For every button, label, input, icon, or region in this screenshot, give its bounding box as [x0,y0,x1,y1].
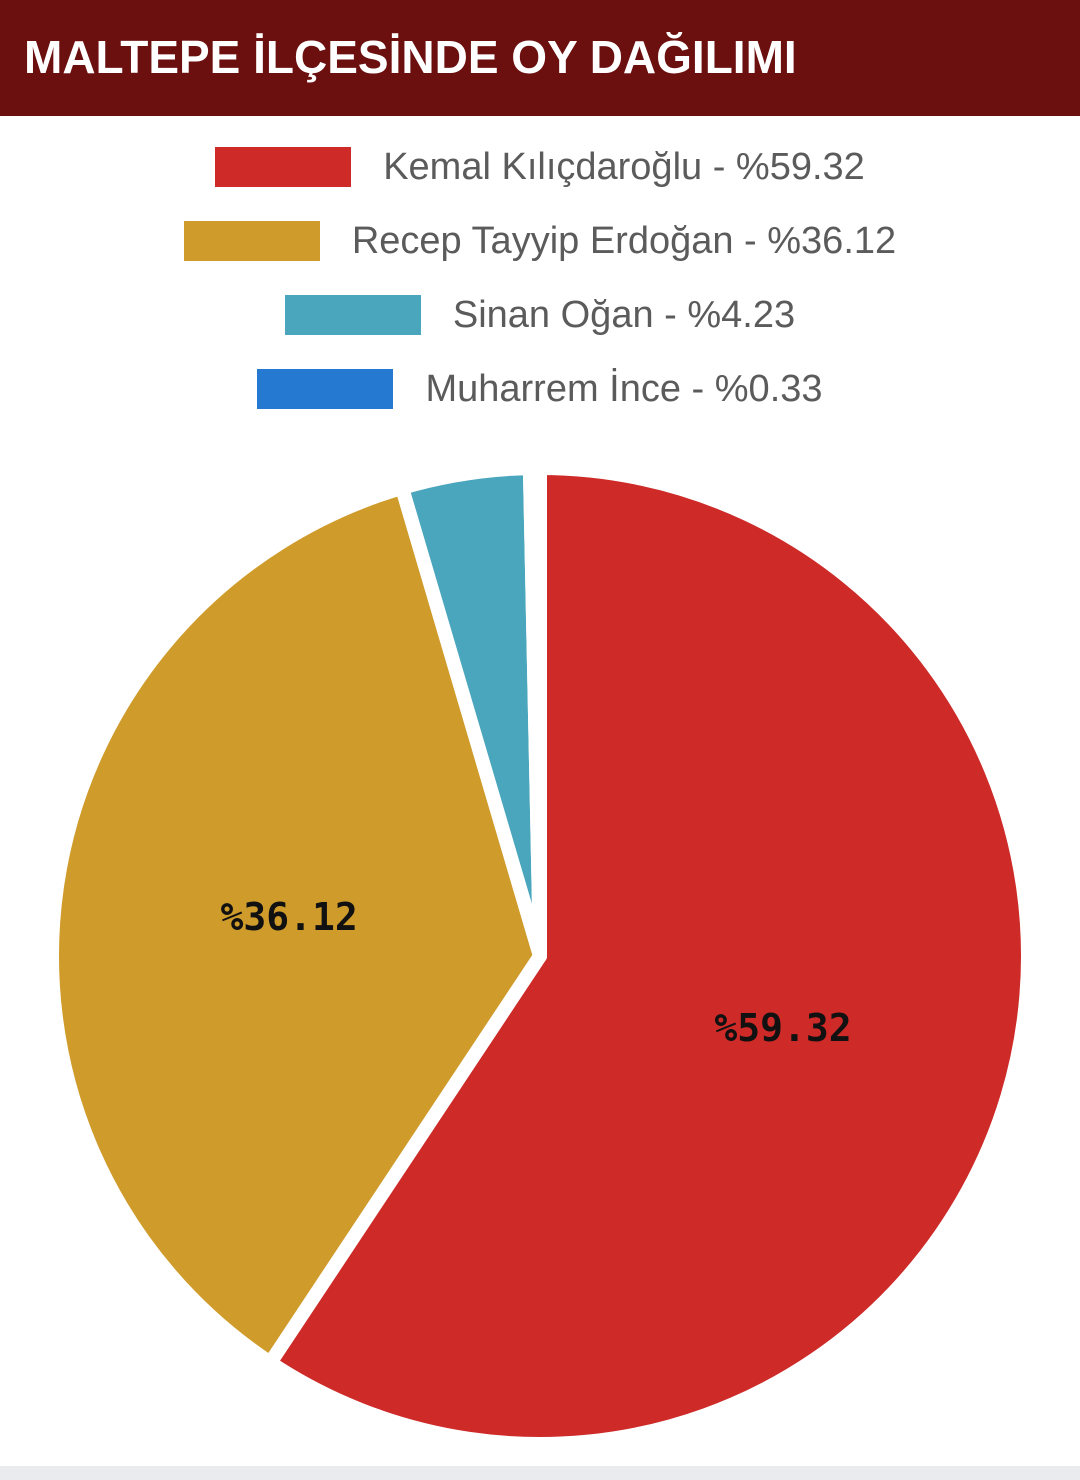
legend-swatch [284,295,421,335]
pie-slice-1 [263,461,1035,1451]
legend-label: Muharrem İnce - %0.33 [425,367,823,410]
legend-item-kilicdaroglu: Kemal Kılıçdaroğlu - %59.32 [0,130,1080,204]
chart-title: MALTEPE İLÇESİNDE OY DAĞILIMI [24,31,797,83]
legend-item-ince: Muharrem İnce - %0.33 [0,352,1080,426]
legend-swatch [215,147,352,187]
legend-item-ogan: Sinan Oğan - %4.23 [0,278,1080,352]
slice-label-1: %59.32 [714,1006,851,1050]
legend: Kemal Kılıçdaroğlu - %59.32 Recep Tayyip… [0,130,1080,426]
pie-slice-2 [45,480,547,1370]
header-bar: MALTEPE İLÇESİNDE OY DAĞILIMI [0,0,1080,116]
legend-swatch [183,221,320,261]
legend-label: Kemal Kılıçdaroğlu - %59.32 [383,145,865,188]
legend-item-erdogan: Recep Tayyip Erdoğan - %36.12 [0,204,1080,278]
legend-label: Sinan Oğan - %4.23 [452,293,796,336]
pie-chart: %59.32 %36.12 [45,460,1035,1451]
legend-swatch [257,369,394,409]
pie-slice-4 [522,460,547,963]
slice-label-2: %36.12 [220,895,357,939]
footer-bar [0,1466,1080,1480]
legend-label: Recep Tayyip Erdoğan - %36.12 [351,219,897,262]
